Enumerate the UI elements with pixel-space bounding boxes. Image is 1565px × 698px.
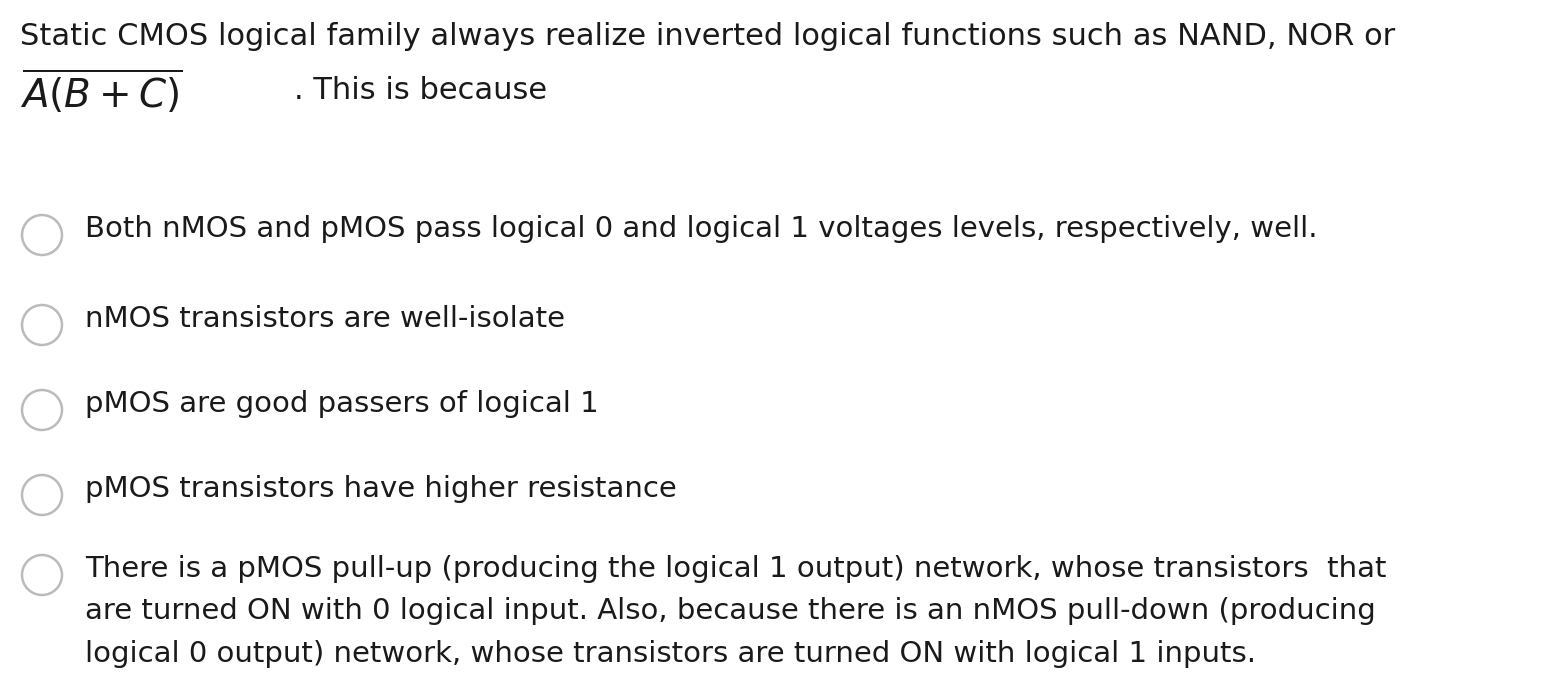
Text: There is a pMOS pull-up (producing the logical 1 output) network, whose transist: There is a pMOS pull-up (producing the l…: [85, 555, 1387, 667]
Text: Both nMOS and pMOS pass logical 0 and logical 1 voltages levels, respectively, w: Both nMOS and pMOS pass logical 0 and lo…: [85, 215, 1318, 243]
Text: $\overline{A(B+C)}$: $\overline{A(B+C)}$: [20, 68, 183, 117]
Text: nMOS transistors are well-isolate: nMOS transistors are well-isolate: [85, 305, 565, 333]
Text: . This is because: . This is because: [294, 76, 548, 105]
Text: Static CMOS logical family always realize inverted logical functions such as NAN: Static CMOS logical family always realiz…: [20, 22, 1396, 51]
Text: pMOS are good passers of logical 1: pMOS are good passers of logical 1: [85, 390, 599, 418]
Text: pMOS transistors have higher resistance: pMOS transistors have higher resistance: [85, 475, 676, 503]
